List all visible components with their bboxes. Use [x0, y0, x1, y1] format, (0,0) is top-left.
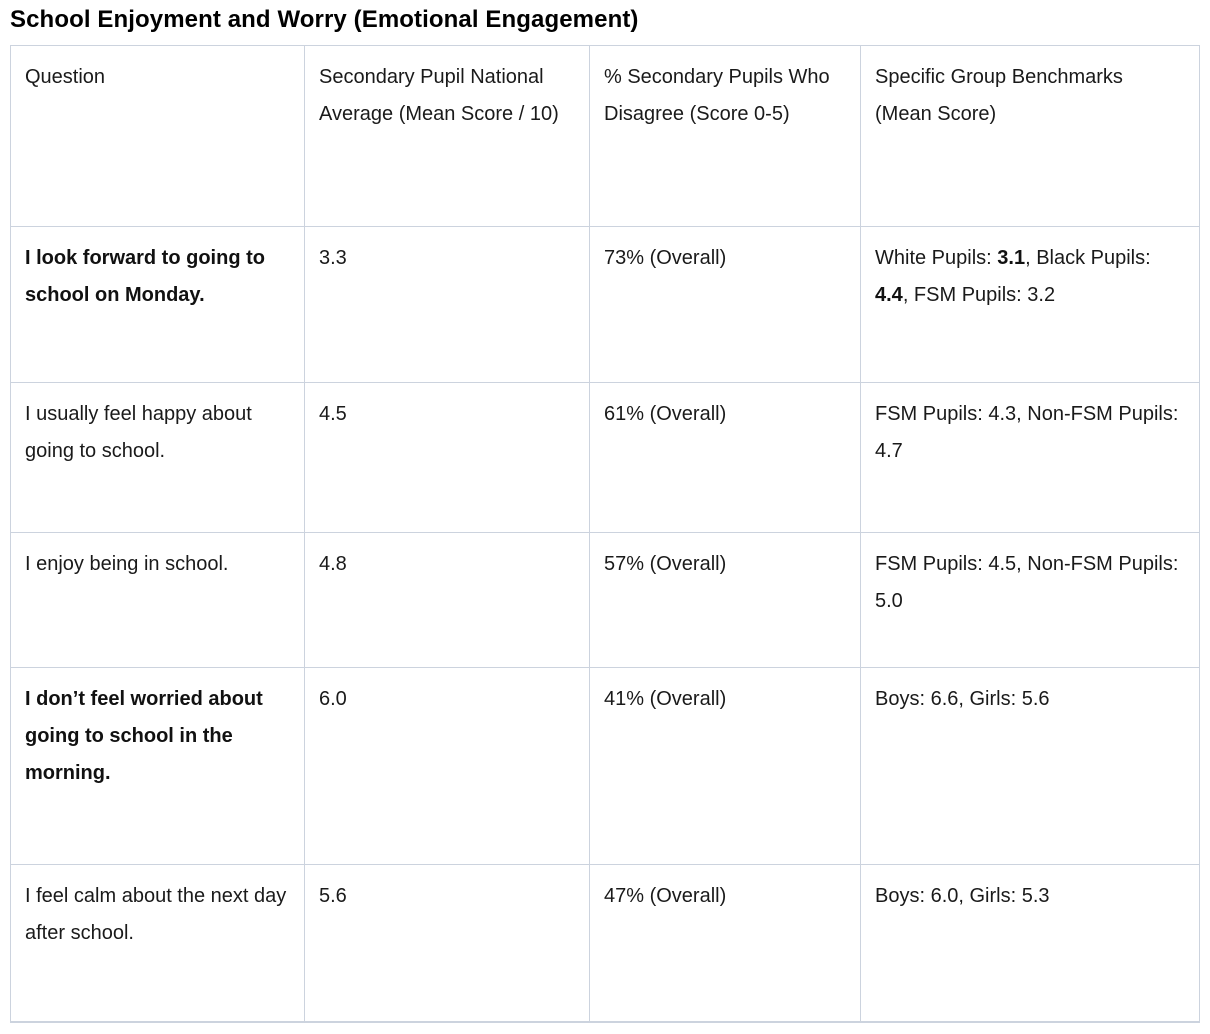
- header-national-average: Secondary Pupil National Average (Mean S…: [304, 45, 590, 227]
- header-group-benchmarks: Specific Group Benchmarks (Mean Score): [860, 45, 1200, 227]
- question-cell: I enjoy being in school.: [10, 532, 305, 668]
- disagree-percent-cell: 47% (Overall): [589, 864, 861, 1022]
- table-row: I feel calm about the next day after sch…: [10, 864, 1200, 1022]
- national-average-cell: 4.5: [304, 382, 590, 533]
- table-row: I don’t feel worried about going to scho…: [10, 667, 1200, 865]
- disagree-percent-cell: 41% (Overall): [589, 667, 861, 865]
- header-question: Question: [10, 45, 305, 227]
- table-row: I usually feel happy about going to scho…: [10, 382, 1200, 533]
- page-title: School Enjoyment and Worry (Emotional En…: [10, 6, 639, 33]
- question-cell: I look forward to going to school on Mon…: [10, 226, 305, 383]
- benchmarks-cell: Boys: 6.0, Girls: 5.3: [860, 864, 1200, 1022]
- benchmarks-cell: Boys: 6.6, Girls: 5.6: [860, 667, 1200, 865]
- table-header-row: Question Secondary Pupil National Averag…: [10, 45, 1200, 227]
- national-average-cell: 4.8: [304, 532, 590, 668]
- question-cell: I don’t feel worried about going to scho…: [10, 667, 305, 865]
- header-percent-disagree: % Secondary Pupils Who Disagree (Score 0…: [589, 45, 861, 227]
- emotional-engagement-table: Question Secondary Pupil National Averag…: [10, 45, 1200, 1023]
- question-cell: I feel calm about the next day after sch…: [10, 864, 305, 1022]
- benchmarks-cell: FSM Pupils: 4.3, Non-FSM Pupils: 4.7: [860, 382, 1200, 533]
- national-average-cell: 6.0: [304, 667, 590, 865]
- disagree-percent-cell: 61% (Overall): [589, 382, 861, 533]
- question-cell: I usually feel happy about going to scho…: [10, 382, 305, 533]
- benchmarks-cell: White Pupils: 3.1, Black Pupils: 4.4, FS…: [860, 226, 1200, 383]
- national-average-cell: 5.6: [304, 864, 590, 1022]
- disagree-percent-cell: 73% (Overall): [589, 226, 861, 383]
- benchmarks-cell: FSM Pupils: 4.5, Non-FSM Pupils: 5.0: [860, 532, 1200, 668]
- disagree-percent-cell: 57% (Overall): [589, 532, 861, 668]
- national-average-cell: 3.3: [304, 226, 590, 383]
- table-row: I look forward to going to school on Mon…: [10, 226, 1200, 383]
- table-row: I enjoy being in school. 4.8 57% (Overal…: [10, 532, 1200, 668]
